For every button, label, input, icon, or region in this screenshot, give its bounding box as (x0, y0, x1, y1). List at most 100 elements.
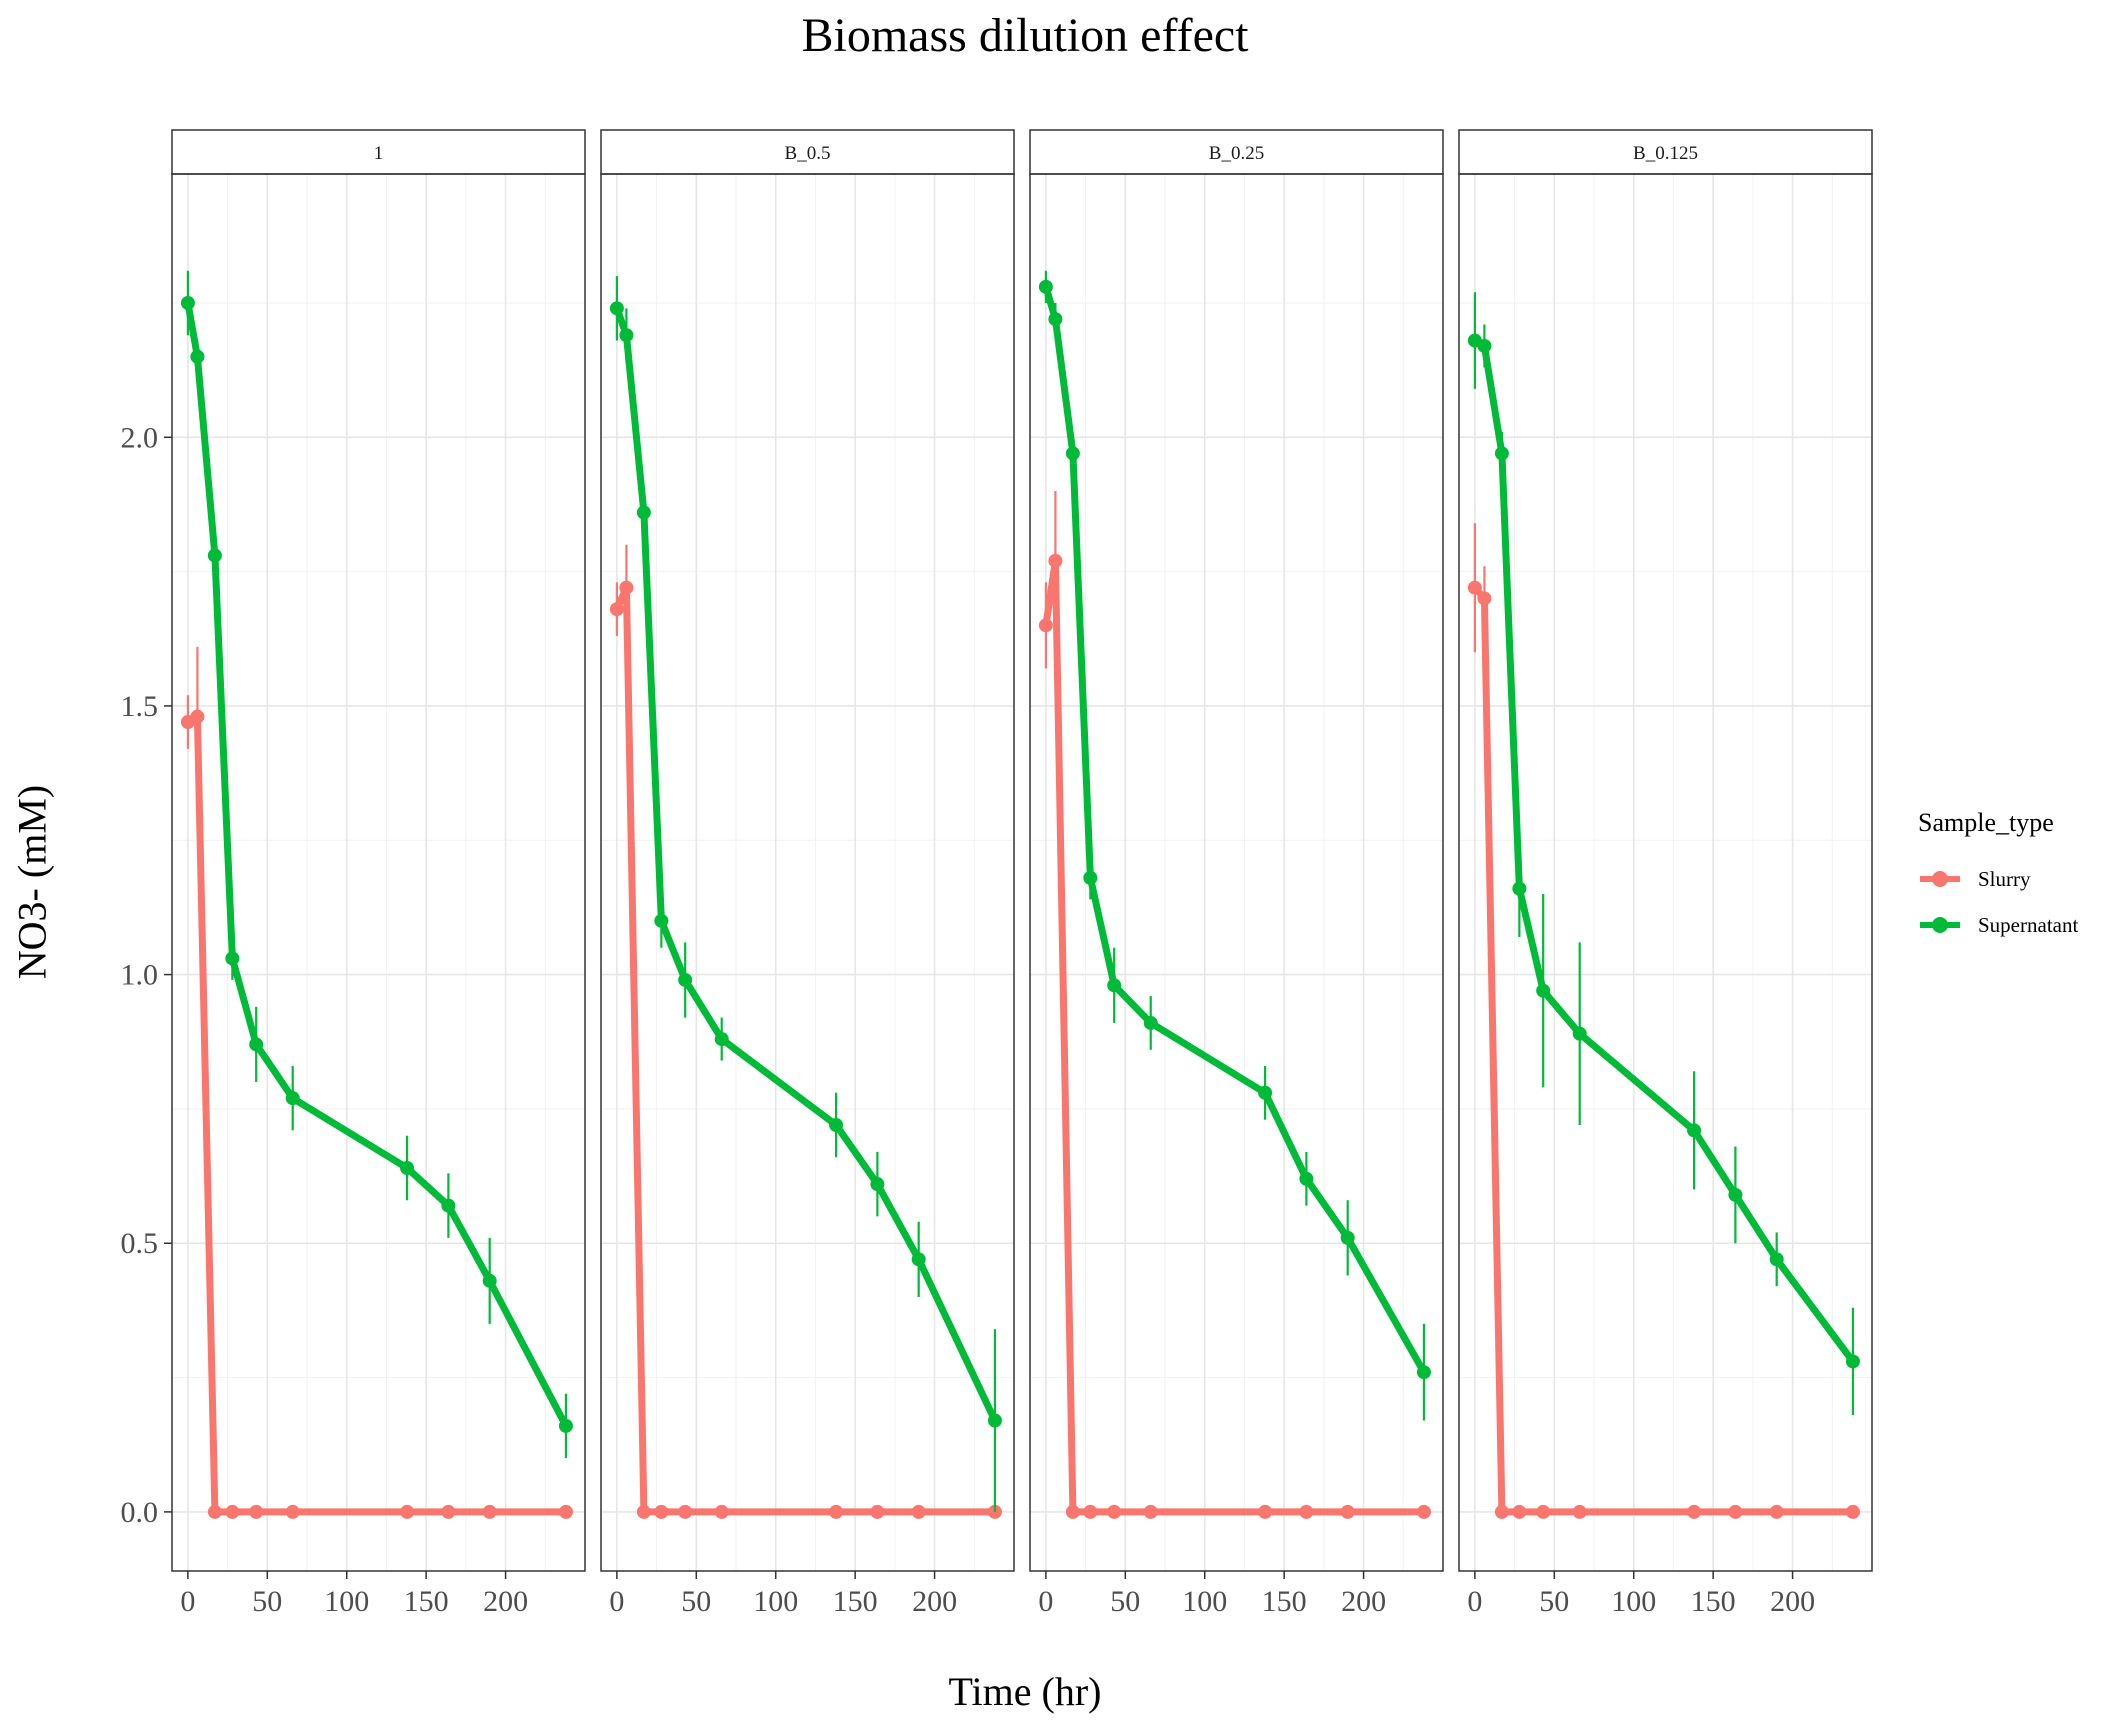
chart-title: Biomass dilution effect (801, 9, 1249, 62)
x-tick-label: 0 (609, 1585, 624, 1618)
panel-border (1029, 173, 1444, 1572)
data-point-slurry (1769, 1504, 1784, 1519)
data-point-slurry (714, 1504, 729, 1519)
legend-key-supernatant (1918, 910, 1962, 940)
data-point-slurry (1340, 1504, 1355, 1519)
data-point-slurry (285, 1504, 300, 1519)
data-point-slurry (190, 709, 205, 724)
data-point-supernatant (636, 505, 651, 520)
series-line-supernatant (1471, 337, 1857, 1365)
data-point-slurry (1143, 1504, 1158, 1519)
data-point-supernatant (1728, 1187, 1743, 1202)
facet-strip (1458, 129, 1873, 175)
x-tick-label: 100 (1182, 1585, 1227, 1618)
data-point-supernatant (441, 1198, 456, 1213)
data-point-slurry (482, 1504, 497, 1519)
x-axis-label: Time (hr) (948, 1669, 1102, 1714)
legend-title: Sample_type (1918, 808, 2054, 837)
y-tick-label: 1.5 (121, 690, 159, 723)
data-point-supernatant (1065, 446, 1080, 461)
x-tick-label: 200 (912, 1585, 957, 1618)
data-point-supernatant (249, 1037, 264, 1052)
data-point-supernatant (1340, 1230, 1355, 1245)
data-point-slurry (558, 1504, 573, 1519)
data-point-supernatant (987, 1413, 1002, 1428)
data-point-supernatant (1083, 870, 1098, 885)
data-point-slurry (1536, 1504, 1551, 1519)
data-point-slurry (1728, 1504, 1743, 1519)
legend-label-slurry: Slurry (1978, 866, 2031, 891)
legend-label-supernatant: Supernatant (1978, 912, 2079, 937)
series-line-slurry (1042, 557, 1428, 1516)
data-point-supernatant (1769, 1252, 1784, 1267)
data-point-slurry (636, 1504, 651, 1519)
data-point-slurry (1048, 553, 1063, 568)
series-line-supernatant (1042, 283, 1428, 1376)
data-point-supernatant (1258, 1085, 1273, 1100)
x-tick-label: 200 (483, 1585, 528, 1618)
x-tick-label: 0 (1038, 1585, 1053, 1618)
data-point-slurry (1416, 1504, 1431, 1519)
x-tick-label: 150 (404, 1585, 449, 1618)
legend-item-slurry: Slurry (1918, 856, 2078, 902)
x-tick-label: 150 (1262, 1585, 1307, 1618)
data-point-slurry (1065, 1504, 1080, 1519)
data-point-supernatant (678, 972, 693, 987)
data-point-supernatant (190, 349, 205, 364)
data-point-slurry (249, 1504, 264, 1519)
data-point-slurry (1107, 1504, 1122, 1519)
x-tick-label: 50 (252, 1585, 282, 1618)
facet-label: B_0.5 (785, 143, 831, 164)
data-point-slurry (1477, 591, 1492, 606)
x-tick-label: 150 (1691, 1585, 1736, 1618)
data-point-supernatant (1494, 446, 1509, 461)
y-tick-label: 0.5 (121, 1227, 159, 1260)
y-tick-label: 0.0 (121, 1496, 159, 1529)
data-point-slurry (1038, 618, 1053, 633)
data-point-supernatant (1512, 881, 1527, 896)
y-tick-label: 2.0 (121, 421, 159, 454)
x-tick-label: 0 (180, 1585, 195, 1618)
data-point-supernatant (1299, 1171, 1314, 1186)
series-line-supernatant (613, 304, 999, 1425)
facet-label: B_0.25 (1209, 143, 1264, 164)
data-point-slurry (1687, 1504, 1702, 1519)
panel-border (1458, 173, 1873, 1572)
legend-key-slurry (1918, 864, 1962, 894)
data-point-supernatant (1048, 312, 1063, 327)
data-point-supernatant (1477, 338, 1492, 353)
data-point-slurry (441, 1504, 456, 1519)
data-point-supernatant (1687, 1123, 1702, 1138)
facet-strip (600, 129, 1015, 175)
data-point-supernatant (1536, 983, 1551, 998)
data-point-supernatant (1107, 978, 1122, 993)
data-point-slurry (400, 1504, 415, 1519)
data-point-supernatant (225, 951, 240, 966)
legend: Sample_type Slurry Supernatant (1918, 808, 2078, 948)
data-point-slurry (1494, 1504, 1509, 1519)
x-tick-label: 100 (324, 1585, 369, 1618)
x-tick-label: 50 (1539, 1585, 1569, 1618)
data-point-slurry (1512, 1504, 1527, 1519)
data-point-supernatant (829, 1118, 844, 1133)
data-point-supernatant (609, 301, 624, 316)
data-point-supernatant (870, 1177, 885, 1192)
data-point-supernatant (911, 1252, 926, 1267)
data-point-supernatant (180, 295, 195, 310)
data-point-slurry (1083, 1504, 1098, 1519)
data-point-supernatant (654, 913, 669, 928)
series-line-slurry (1471, 584, 1857, 1516)
data-point-slurry (829, 1504, 844, 1519)
data-point-slurry (870, 1504, 885, 1519)
data-point-supernatant (1416, 1365, 1431, 1380)
panel-border (600, 173, 1015, 1572)
y-tick-label: 1.0 (121, 959, 159, 992)
data-point-supernatant (207, 548, 222, 563)
data-point-slurry (1845, 1504, 1860, 1519)
data-point-slurry (678, 1504, 693, 1519)
data-point-slurry (1572, 1504, 1587, 1519)
x-tick-label: 150 (833, 1585, 878, 1618)
series-line-supernatant (184, 299, 570, 1430)
facet-strip (1029, 129, 1444, 175)
data-point-supernatant (714, 1032, 729, 1047)
